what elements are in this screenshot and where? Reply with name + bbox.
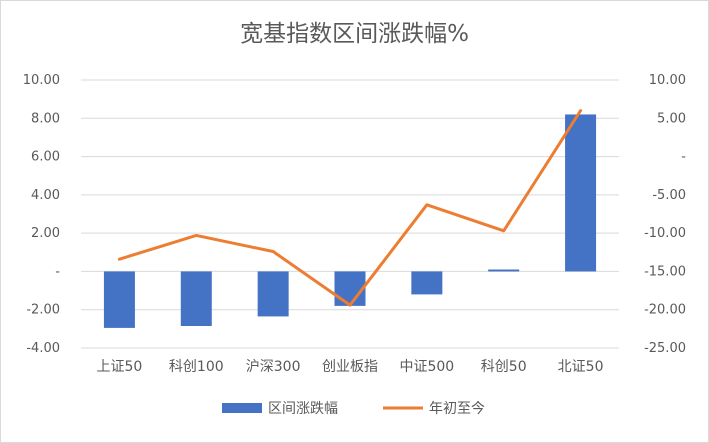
right-tick-label: -20.00 [644, 303, 686, 318]
category-label: 上证50 [97, 359, 143, 375]
category-label: 科创50 [481, 359, 527, 375]
legend-label-bar: 区间涨跌幅 [268, 401, 338, 417]
left-tick-label: 8.00 [31, 111, 60, 126]
right-tick-label: -25.00 [644, 341, 686, 356]
bar-4 [334, 271, 366, 306]
legend-swatch-bar [222, 403, 262, 413]
category-label: 沪深300 [246, 359, 301, 375]
bar-1 [103, 271, 135, 328]
category-label: 北证50 [558, 359, 604, 375]
left-tick-label: 10.00 [23, 73, 60, 88]
legend-label-line: 年初至今 [429, 400, 485, 417]
bar-7 [565, 114, 597, 272]
right-tick-label: -10.00 [644, 226, 686, 241]
left-tick-label: 6.00 [31, 150, 60, 165]
left-tick-label: - [55, 264, 60, 279]
bar-6 [488, 269, 520, 272]
category-label: 创业板指 [322, 359, 378, 375]
right-tick-label: - [681, 150, 686, 165]
left-tick-label: -4.00 [26, 341, 60, 356]
bar-5 [411, 271, 443, 295]
left-tick-label: 4.00 [31, 188, 60, 203]
category-label: 科创100 [169, 359, 224, 375]
right-tick-label: 10.00 [649, 73, 686, 88]
right-tick-label: -15.00 [644, 264, 686, 279]
left-tick-label: -2.00 [26, 303, 60, 318]
left-tick-label: 2.00 [31, 226, 60, 241]
bar-3 [257, 271, 289, 317]
right-tick-label: 5.00 [657, 111, 686, 126]
chart-title: 宽基指数区间涨跌幅% [240, 21, 469, 47]
right-tick-label: -5.00 [652, 188, 686, 203]
bar-2 [180, 271, 212, 326]
category-label: 中证500 [399, 359, 454, 375]
series-line-年初至今 [117, 109, 583, 307]
